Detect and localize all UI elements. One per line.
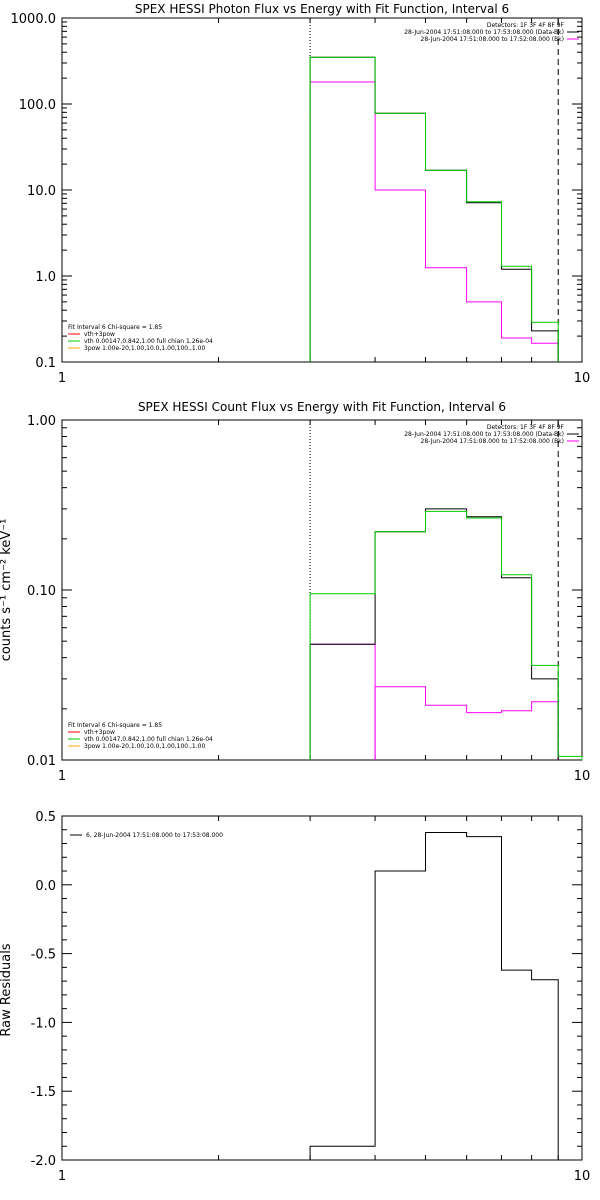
fit-text: 3pow 1.00e-20,1.00,10.0,1.00,100.,1.00 bbox=[84, 743, 205, 750]
fit-text: vth 0.00147,0.842,1.00 full chian 1.26e-… bbox=[84, 338, 213, 345]
count-flux-panel: SPEX HESSI Count Flux vs Energy with Fit… bbox=[0, 400, 590, 784]
x-tick-label: 1 bbox=[58, 371, 66, 386]
x-tick-label: 10 bbox=[574, 769, 591, 784]
fit-text: 3pow 1.00e-20,1.00,10.0,1.00,100.,1.00 bbox=[84, 345, 205, 352]
y-tick-label: -2.0 bbox=[31, 1154, 56, 1169]
y-tick-label: 0.5 bbox=[35, 810, 56, 825]
plot-frame bbox=[61, 419, 583, 761]
info-text: 28-Jun-2004 17:51:08.000 to 17:53:08.000… bbox=[404, 431, 564, 438]
x-tick-label: 10 bbox=[574, 1169, 591, 1184]
plot-frame bbox=[61, 815, 583, 1161]
series-line bbox=[374, 686, 559, 760]
y-tick-label: 100.0 bbox=[19, 98, 56, 113]
y-tick-label: 0.0 bbox=[35, 879, 56, 894]
legend-text: 6, 28-Jun-2004 17:51:08.000 to 17:53:08.… bbox=[86, 832, 223, 839]
residuals-panel: Raw Residuals 1 100.50.0-0.5-1.0-1.5-2.0 … bbox=[0, 810, 590, 1184]
y-axis-label: counts s⁻¹ cm⁻² keV⁻¹ bbox=[0, 519, 14, 662]
fit-text: vth+3pow bbox=[84, 729, 115, 736]
series-line bbox=[309, 56, 559, 362]
panel-title: SPEX HESSI Photon Flux vs Energy with Fi… bbox=[135, 2, 509, 16]
y-tick-label: 0.10 bbox=[27, 584, 56, 599]
info-text: 28-Jun-2004 17:51:08.000 to 17:52:08.000… bbox=[421, 36, 564, 43]
fit-text: Fit Interval 6 Chi-square = 1.85 bbox=[68, 324, 162, 331]
y-axis-label: Raw Residuals bbox=[0, 943, 14, 1036]
series-line bbox=[309, 56, 559, 362]
fit-text: vth 0.00147,0.842,1.00 full chian 1.26e-… bbox=[84, 736, 213, 743]
y-tick-label: -1.0 bbox=[31, 1016, 56, 1031]
x-tick-label: 10 bbox=[574, 371, 591, 386]
y-tick-label: 10.0 bbox=[27, 184, 56, 199]
y-tick-label: 1.0 bbox=[35, 270, 56, 285]
info-text: 28-Jun-2004 17:51:08.000 to 17:53:08.000… bbox=[404, 29, 564, 36]
y-tick-label: 0.1 bbox=[35, 356, 56, 371]
series-line bbox=[309, 832, 559, 1160]
y-tick-label: 1.00 bbox=[27, 414, 56, 429]
x-tick-label: 1 bbox=[58, 1169, 66, 1184]
series-line bbox=[309, 643, 376, 760]
y-tick-label: -0.5 bbox=[31, 948, 56, 963]
info-text: 28-Jun-2004 17:51:08.000 to 17:52:08.000… bbox=[421, 438, 564, 445]
series-line bbox=[309, 510, 583, 760]
x-tick-label: 1 bbox=[58, 769, 66, 784]
fit-text: Fit Interval 6 Chi-square = 1.85 bbox=[68, 722, 162, 729]
info-text: Detectors: 1F 3F 4F 8F 9F bbox=[487, 424, 565, 431]
plot-frame bbox=[61, 17, 583, 363]
photon-flux-panel: SPEX HESSI Photon Flux vs Energy with Fi… bbox=[11, 2, 591, 386]
info-text: Detectors: 1F 3F 4F 8F 9F bbox=[487, 22, 565, 29]
y-tick-label: 0.01 bbox=[27, 754, 56, 769]
y-tick-label: 1000.0 bbox=[11, 12, 57, 27]
panel-title: SPEX HESSI Count Flux vs Energy with Fit… bbox=[138, 400, 506, 414]
fit-text: vth+3pow bbox=[84, 331, 115, 338]
series-line bbox=[309, 508, 559, 760]
y-tick-label: -1.5 bbox=[31, 1085, 56, 1100]
series-line bbox=[309, 81, 559, 362]
